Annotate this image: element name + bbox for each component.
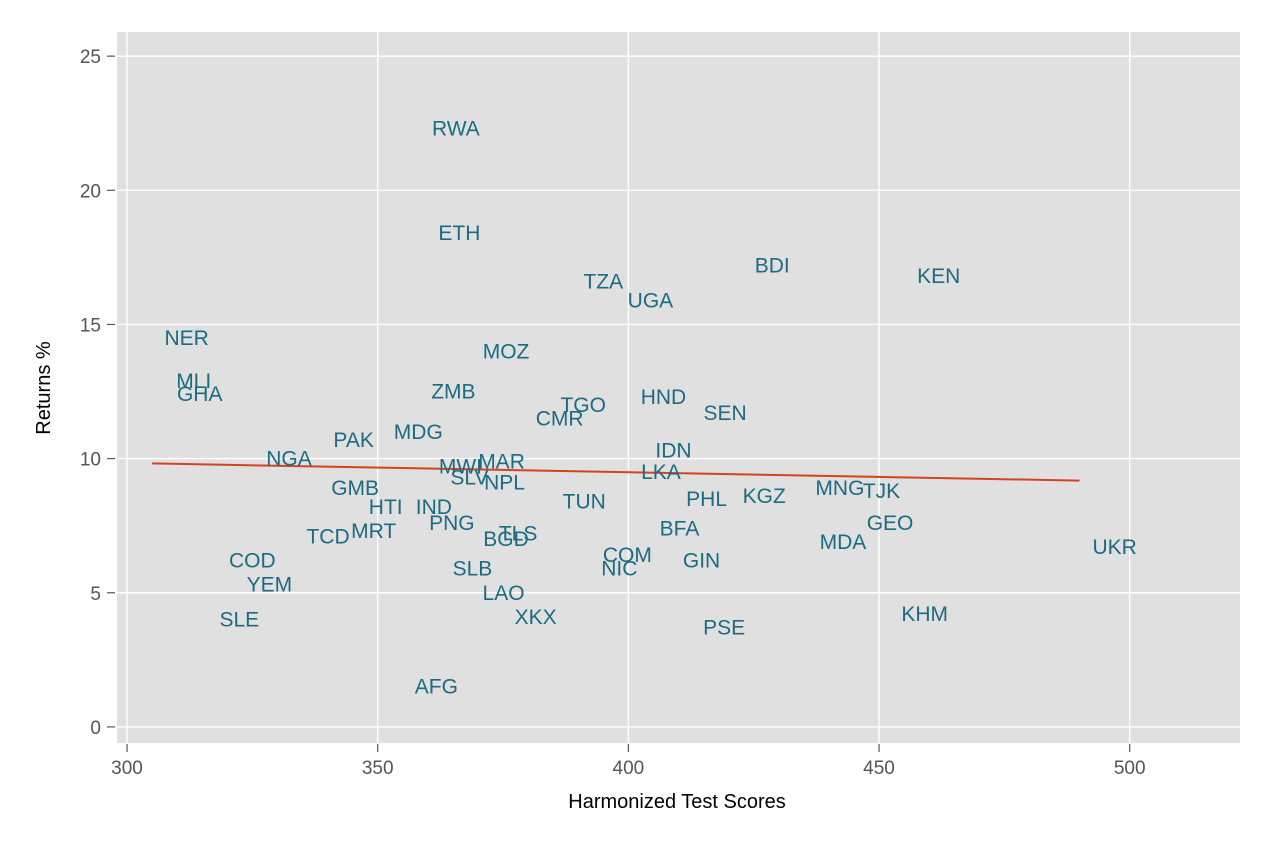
y-tick-label: 15 [80,315,101,336]
point-label-gin: GIN [683,550,720,573]
point-label-phl: PHL [686,488,727,511]
y-tick-label: 0 [90,718,101,739]
point-label-npl: NPL [484,472,525,495]
y-tick-label: 10 [80,450,101,471]
point-label-ukr: UKR [1092,536,1136,559]
point-label-hnd: HND [641,386,687,409]
x-tick-label: 300 [111,758,143,779]
point-label-mli: MLI [176,370,211,393]
point-label-bdi: BDI [755,254,790,277]
point-label-tjk: TJK [863,480,900,503]
point-label-idn: IDN [655,440,691,463]
y-gridlines [117,55,1240,728]
point-label-afg: AFG [415,676,458,699]
point-label-gmb: GMB [331,477,379,500]
y-axis-title: Returns % [33,341,55,435]
point-label-pse: PSE [703,617,745,640]
point-label-uga: UGA [628,289,674,312]
point-label-tgo: TGO [560,394,606,417]
point-label-tls: TLS [499,523,538,546]
point-label-sle: SLE [219,609,259,632]
y-tick-label: 20 [80,181,101,202]
point-label-ken: KEN [917,265,960,288]
x-tick-label: 450 [863,758,895,779]
point-label-mda: MDA [820,531,867,554]
x-axis-title: Harmonized Test Scores [568,791,786,813]
point-label-mdg: MDG [394,421,443,444]
point-label-yem: YEM [247,574,293,597]
x-tick-label: 400 [613,758,645,779]
point-label-cod: COD [229,550,276,573]
point-label-tcd: TCD [306,525,349,548]
point-label-kgz: KGZ [743,485,786,508]
point-label-bgd: BGD [483,528,529,551]
point-label-ner: NER [165,327,209,350]
fit-line [152,462,1080,482]
y-tick-label: 25 [80,47,101,68]
point-label-gha: GHA [177,383,223,406]
point-label-khm: KHM [901,603,948,626]
y-axis: 0 5 10 15 20 25 [80,47,115,739]
plot-panel [117,32,1240,743]
point-label-slb: SLB [453,558,493,581]
point-label-sen: SEN [704,402,747,425]
point-label-com: COM [603,544,652,567]
point-label-tza: TZA [583,271,623,294]
point-label-hti: HTI [369,496,403,519]
point-label-png: PNG [429,512,475,535]
x-tick-label: 350 [362,758,394,779]
point-label-tun: TUN [563,491,606,514]
point-label-pak: PAK [333,429,373,452]
point-label-geo: GEO [867,512,914,535]
point-label-zmb: ZMB [431,381,475,404]
x-tick-label: 500 [1114,758,1146,779]
point-label-rwa: RWA [432,118,480,141]
point-label-lka: LKA [641,461,681,484]
point-label-nic: NIC [601,558,637,581]
point-label-ind: IND [416,496,452,519]
x-gridlines [126,32,1131,743]
point-label-slv: SLV [450,466,488,489]
point-label-mwi: MWI [439,456,482,479]
point-label-cmr: CMR [536,407,584,430]
y-tick-label: 5 [90,584,101,605]
point-label-mrt: MRT [351,520,396,543]
point-label-bfa: BFA [660,517,700,540]
point-label-mng: MNG [815,477,864,500]
point-label-lao: LAO [483,582,525,605]
x-axis: 300 350 400 450 500 [111,744,1146,779]
point-label-xkx: XKX [515,606,557,629]
point-label-eth: ETH [438,222,480,245]
point-label-moz: MOZ [483,340,530,363]
point-label-mar: MAR [478,450,525,473]
point-label-nga: NGA [266,448,312,471]
